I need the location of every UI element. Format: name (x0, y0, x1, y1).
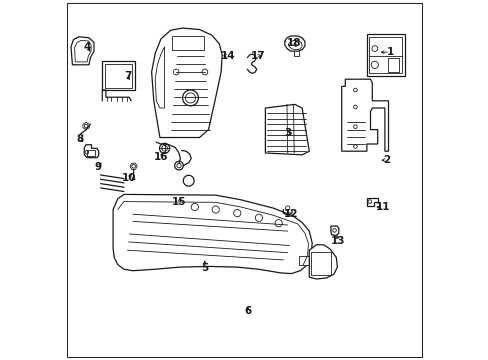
Text: 18: 18 (286, 38, 301, 48)
Polygon shape (155, 47, 164, 108)
Text: 14: 14 (221, 51, 235, 61)
Polygon shape (366, 198, 377, 206)
Text: 13: 13 (330, 236, 345, 246)
Polygon shape (71, 37, 94, 65)
Polygon shape (75, 40, 91, 62)
Polygon shape (309, 245, 337, 279)
Bar (171, 36, 204, 50)
Text: 12: 12 (283, 209, 297, 219)
Bar (366, 34, 404, 76)
Text: 7: 7 (123, 71, 131, 81)
Polygon shape (265, 104, 309, 155)
Text: 6: 6 (244, 306, 251, 316)
Bar (368, 37, 401, 73)
Bar (298, 256, 309, 265)
Text: 15: 15 (171, 197, 186, 207)
Bar (104, 64, 132, 88)
Text: 16: 16 (153, 152, 168, 162)
Polygon shape (130, 163, 137, 170)
Polygon shape (330, 226, 338, 235)
Text: 11: 11 (375, 202, 389, 212)
Text: 10: 10 (121, 173, 136, 183)
Bar (387, 58, 398, 72)
Text: 4: 4 (83, 42, 90, 52)
Polygon shape (83, 122, 89, 130)
Bar (87, 150, 95, 156)
Polygon shape (341, 79, 387, 151)
Text: 9: 9 (94, 162, 101, 172)
Text: 5: 5 (201, 263, 208, 273)
Text: 2: 2 (382, 155, 389, 165)
Text: 1: 1 (386, 47, 393, 57)
Polygon shape (151, 28, 222, 138)
Bar (102, 61, 134, 90)
Polygon shape (113, 194, 311, 274)
Text: 3: 3 (284, 128, 291, 138)
Text: 8: 8 (76, 134, 83, 144)
Text: 17: 17 (250, 51, 265, 61)
Polygon shape (84, 145, 99, 158)
Bar (311, 252, 330, 275)
